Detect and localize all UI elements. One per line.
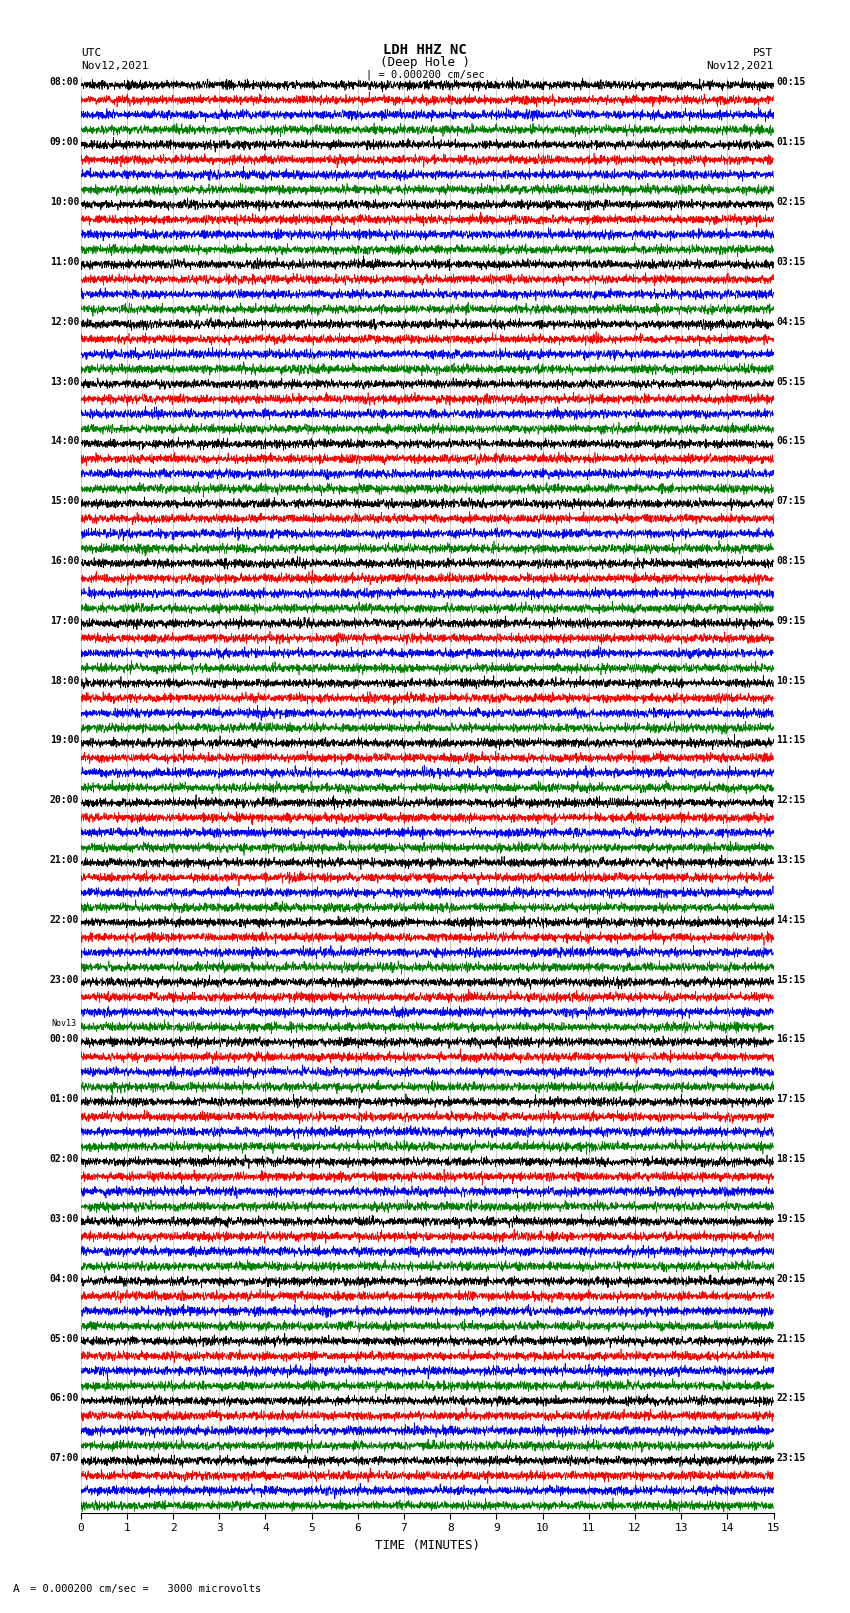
Bar [81, 497, 774, 556]
Text: 07:15: 07:15 [776, 497, 806, 506]
Bar [81, 736, 774, 795]
Text: 01:00: 01:00 [49, 1094, 79, 1105]
Text: 11:00: 11:00 [49, 256, 79, 266]
Bar [81, 256, 774, 316]
Text: 05:00: 05:00 [49, 1334, 79, 1344]
Text: 21:15: 21:15 [776, 1334, 806, 1344]
Bar [81, 1215, 774, 1274]
Text: | = 0.000200 cm/sec: | = 0.000200 cm/sec [366, 69, 484, 81]
Text: 01:15: 01:15 [776, 137, 806, 147]
Text: 09:15: 09:15 [776, 616, 806, 626]
Text: 12:15: 12:15 [776, 795, 806, 805]
Bar [81, 1453, 774, 1513]
Text: 15:15: 15:15 [776, 974, 806, 984]
Bar [81, 437, 774, 497]
Text: 08:15: 08:15 [776, 556, 806, 566]
Text: 22:00: 22:00 [49, 915, 79, 924]
Bar [81, 676, 774, 736]
Text: 00:15: 00:15 [776, 77, 806, 87]
Text: 17:00: 17:00 [49, 616, 79, 626]
Bar [81, 616, 774, 676]
Text: 21:00: 21:00 [49, 855, 79, 865]
Text: 04:00: 04:00 [49, 1274, 79, 1284]
Text: 15:00: 15:00 [49, 497, 79, 506]
Text: 14:15: 14:15 [776, 915, 806, 924]
Bar [81, 915, 774, 974]
Bar [81, 1155, 774, 1215]
Text: Nov13: Nov13 [52, 1019, 76, 1027]
Bar [81, 1034, 774, 1094]
Text: 20:15: 20:15 [776, 1274, 806, 1284]
Text: Nov12,2021: Nov12,2021 [81, 61, 148, 71]
Text: 19:15: 19:15 [776, 1215, 806, 1224]
Text: 13:15: 13:15 [776, 855, 806, 865]
Text: 18:15: 18:15 [776, 1155, 806, 1165]
Text: 10:00: 10:00 [49, 197, 79, 206]
Text: 23:00: 23:00 [49, 974, 79, 984]
Text: 06:00: 06:00 [49, 1394, 79, 1403]
Text: 11:15: 11:15 [776, 736, 806, 745]
Bar [81, 197, 774, 256]
Bar [81, 77, 774, 137]
Bar [81, 316, 774, 376]
Text: UTC: UTC [81, 48, 101, 58]
Text: PST: PST [753, 48, 774, 58]
Text: 23:15: 23:15 [776, 1453, 806, 1463]
Text: 22:15: 22:15 [776, 1394, 806, 1403]
Text: 17:15: 17:15 [776, 1094, 806, 1105]
Text: 09:00: 09:00 [49, 137, 79, 147]
Text: 16:00: 16:00 [49, 556, 79, 566]
Bar [81, 1334, 774, 1394]
Text: 04:15: 04:15 [776, 316, 806, 327]
Text: 13:00: 13:00 [49, 376, 79, 387]
Text: 10:15: 10:15 [776, 676, 806, 686]
Text: (Deep Hole ): (Deep Hole ) [380, 56, 470, 69]
Bar [81, 1274, 774, 1334]
Text: 03:15: 03:15 [776, 256, 806, 266]
Bar [81, 556, 774, 616]
Text: 16:15: 16:15 [776, 1034, 806, 1045]
Text: 06:15: 06:15 [776, 436, 806, 447]
Bar [81, 1094, 774, 1155]
Text: 18:00: 18:00 [49, 676, 79, 686]
Text: 02:15: 02:15 [776, 197, 806, 206]
Bar [81, 795, 774, 855]
Text: 05:15: 05:15 [776, 376, 806, 387]
Text: 00:00: 00:00 [49, 1034, 79, 1045]
Text: 07:00: 07:00 [49, 1453, 79, 1463]
Text: 12:00: 12:00 [49, 316, 79, 327]
Text: LDH HHZ NC: LDH HHZ NC [383, 44, 467, 56]
Bar [81, 974, 774, 1034]
Text: 02:00: 02:00 [49, 1155, 79, 1165]
Bar [81, 376, 774, 436]
Bar [81, 1394, 774, 1453]
Bar [81, 855, 774, 915]
Text: 03:00: 03:00 [49, 1215, 79, 1224]
X-axis label: TIME (MINUTES): TIME (MINUTES) [375, 1539, 479, 1552]
Text: = 0.000200 cm/sec =   3000 microvolts: = 0.000200 cm/sec = 3000 microvolts [30, 1584, 261, 1594]
Text: Nov12,2021: Nov12,2021 [706, 61, 774, 71]
Text: 19:00: 19:00 [49, 736, 79, 745]
Text: 20:00: 20:00 [49, 795, 79, 805]
Text: 14:00: 14:00 [49, 436, 79, 447]
Text: A: A [13, 1584, 20, 1594]
Text: 08:00: 08:00 [49, 77, 79, 87]
Bar [81, 137, 774, 197]
